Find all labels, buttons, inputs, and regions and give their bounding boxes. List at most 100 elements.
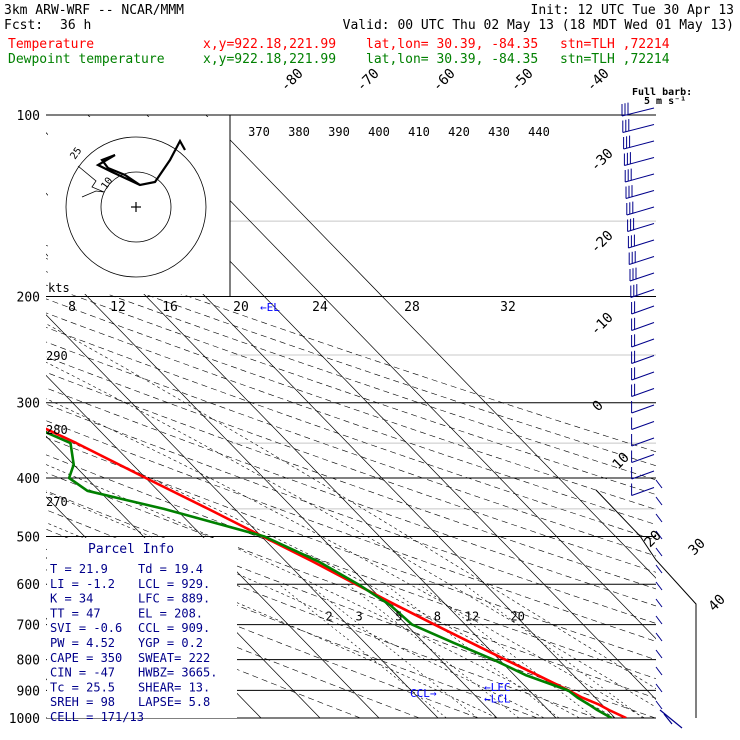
valid-time: Valid: 00 UTC Thu 02 May 13 (18 MDT Wed … <box>342 18 734 33</box>
pressure-tick-label: 700 <box>17 619 40 634</box>
theta-label: 370 <box>248 125 270 139</box>
wind-barb <box>630 289 655 298</box>
wind-barb <box>655 666 663 676</box>
pressure-tick-label: 900 <box>17 684 40 699</box>
wind-barb <box>627 223 655 232</box>
theta-label-left: 290 <box>46 349 68 363</box>
hodograph-units: kts <box>48 281 70 295</box>
level-label: ←LFC <box>484 681 511 694</box>
wind-barb <box>655 547 663 557</box>
mixing-ratio-line <box>463 583 644 718</box>
isotherm-label: 20 <box>642 528 665 551</box>
theta-label: 420 <box>448 125 470 139</box>
mixing-ratio-label: 12 <box>465 610 479 624</box>
theta-label: 390 <box>328 125 350 139</box>
theta-label-left: 270 <box>46 495 68 509</box>
parcel-info-right: SWEAT= 222 <box>138 651 210 665</box>
wind-barb <box>655 530 663 540</box>
wind-barb <box>629 272 655 282</box>
speed-label: 24 <box>312 300 328 315</box>
dry-adiabat <box>46 420 656 642</box>
parcel-info-left: SVI = -0.6 <box>50 621 122 635</box>
isotherm <box>46 253 498 718</box>
level-label: ←LCL <box>484 693 511 706</box>
mixing-ratio-label: 5 <box>395 610 402 624</box>
wind-barb <box>659 709 683 729</box>
parcel-info-right: LAPSE= 5.8 <box>138 695 210 709</box>
temperature-xy: x,y=922.18,221.99 <box>203 37 337 52</box>
pressure-tick-label: 500 <box>17 530 40 545</box>
dry-adiabat <box>46 472 656 699</box>
parcel-info-left: K = 34 <box>50 592 93 606</box>
model-title: 3km ARW-WRF -- NCAR/MMM <box>4 3 185 18</box>
pressure-tick-label: 600 <box>17 578 40 593</box>
speed-label: 20 <box>233 300 249 315</box>
pressure-tick-label: 400 <box>17 472 40 487</box>
pressure-tick-label: 300 <box>17 397 40 412</box>
isotherm-label: -80 <box>278 66 307 95</box>
theta-label: 440 <box>528 125 550 139</box>
parcel-info-right: HWBZ= 3665. <box>138 666 217 680</box>
forecast-hour-value: 36 h <box>60 18 92 33</box>
parcel-info-background <box>47 538 237 718</box>
parcel-info-left: TT = 47 <box>50 606 101 620</box>
isotherm-label: 0 <box>590 398 607 415</box>
dewpoint-station: stn=TLH ,72214 <box>560 52 670 67</box>
theta-label: 410 <box>408 125 430 139</box>
pressure-tick-label: 200 <box>17 291 40 306</box>
wind-barb <box>631 421 655 430</box>
mixing-ratio-line <box>278 583 447 718</box>
pressure-tick-label: 100 <box>17 109 40 124</box>
mixing-ratio-line <box>347 583 520 718</box>
theta-label-left: 280 <box>46 423 68 437</box>
hodograph-trace <box>95 138 186 187</box>
moist-adiabat <box>46 361 656 708</box>
isotherm <box>46 314 439 718</box>
isotherm-label: -60 <box>430 66 459 95</box>
parcel-info-left: CIN = -47 <box>50 666 115 680</box>
speed-label: 28 <box>404 300 420 315</box>
wind-barb <box>655 649 663 659</box>
wind-barb <box>655 513 663 523</box>
parcel-info-left: SREH = 98 <box>50 695 115 709</box>
pressure-tick-label: 800 <box>17 654 40 669</box>
wind-barb <box>631 404 655 414</box>
sounding-traces <box>46 427 627 718</box>
parcel-info-left: CELL = 171/13 <box>50 710 144 724</box>
temperature-trace <box>46 427 627 718</box>
isotherm-label: -10 <box>588 310 617 339</box>
wind-barbs: Full barb:5 m s⁻¹ <box>621 87 692 729</box>
wind-barb <box>625 173 655 183</box>
isotherm-label: -50 <box>508 66 537 95</box>
wind-barb <box>624 157 655 166</box>
mixing-ratio-line <box>418 583 596 718</box>
mixing-ratio-label: 20 <box>510 610 524 624</box>
speed-label: 32 <box>500 300 516 315</box>
dry-adiabat <box>46 341 656 557</box>
barb-legend: Full barb: <box>632 87 692 98</box>
parcel-info-title: Parcel Info <box>88 542 174 557</box>
wind-barb <box>621 107 655 117</box>
parcel-info-right: SHEAR= 13. <box>138 680 210 694</box>
wind-barb <box>631 454 655 463</box>
wind-barb <box>631 305 655 315</box>
dewpoint-trace <box>46 430 613 718</box>
mixing-ratio-label: 8 <box>434 610 441 624</box>
isotherm-label: -70 <box>354 66 383 95</box>
dry-adiabat <box>46 258 656 467</box>
isotherm-label: 10 <box>610 450 633 473</box>
wind-barb <box>655 632 663 642</box>
isotherm <box>146 115 656 640</box>
isotherm <box>46 374 380 718</box>
dewpoint-xy: x,y=922.18,221.99 <box>203 52 337 67</box>
wind-barb <box>655 479 663 489</box>
wind-barb <box>629 256 655 265</box>
isotherm-label: 40 <box>706 592 729 615</box>
parcel-info-right: Td = 19.4 <box>138 562 203 576</box>
isotherm-label: -30 <box>588 146 617 175</box>
level-label: ←EL <box>260 301 280 314</box>
temperature-latlon: lat,lon= 30.39, -84.35 <box>366 37 539 52</box>
dry-adiabat <box>46 327 656 541</box>
